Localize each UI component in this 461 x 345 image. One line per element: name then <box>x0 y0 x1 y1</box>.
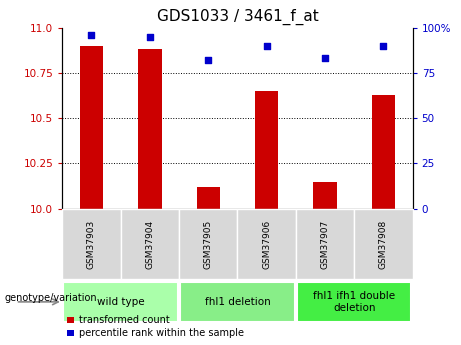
Bar <box>80 46 103 209</box>
Bar <box>296 209 354 279</box>
Text: GSM37907: GSM37907 <box>320 219 330 269</box>
Bar <box>62 209 121 279</box>
Bar <box>255 91 278 209</box>
Legend: transformed count, percentile rank within the sample: transformed count, percentile rank withi… <box>67 315 244 338</box>
Bar <box>121 209 179 279</box>
Text: GSM37906: GSM37906 <box>262 219 271 269</box>
Bar <box>354 209 413 279</box>
Bar <box>297 282 411 322</box>
Point <box>263 43 270 48</box>
Point <box>205 57 212 63</box>
Title: GDS1033 / 3461_f_at: GDS1033 / 3461_f_at <box>157 9 318 25</box>
Bar <box>372 95 395 209</box>
Point <box>88 32 95 38</box>
Text: fhl1 deletion: fhl1 deletion <box>205 297 270 307</box>
Bar <box>138 49 161 209</box>
Point <box>380 43 387 48</box>
Point <box>321 56 329 61</box>
Bar <box>180 282 295 322</box>
Text: GSM37903: GSM37903 <box>87 219 96 269</box>
Text: wild type: wild type <box>97 297 144 307</box>
Text: GSM37904: GSM37904 <box>145 219 154 269</box>
Bar <box>196 187 220 209</box>
Text: fhl1 ifh1 double
deletion: fhl1 ifh1 double deletion <box>313 291 395 313</box>
Bar <box>64 282 178 322</box>
Bar <box>237 209 296 279</box>
Text: GSM37905: GSM37905 <box>204 219 213 269</box>
Bar <box>313 181 337 209</box>
Text: GSM37908: GSM37908 <box>379 219 388 269</box>
Bar <box>179 209 237 279</box>
Text: genotype/variation: genotype/variation <box>5 294 97 303</box>
Point <box>146 34 154 39</box>
